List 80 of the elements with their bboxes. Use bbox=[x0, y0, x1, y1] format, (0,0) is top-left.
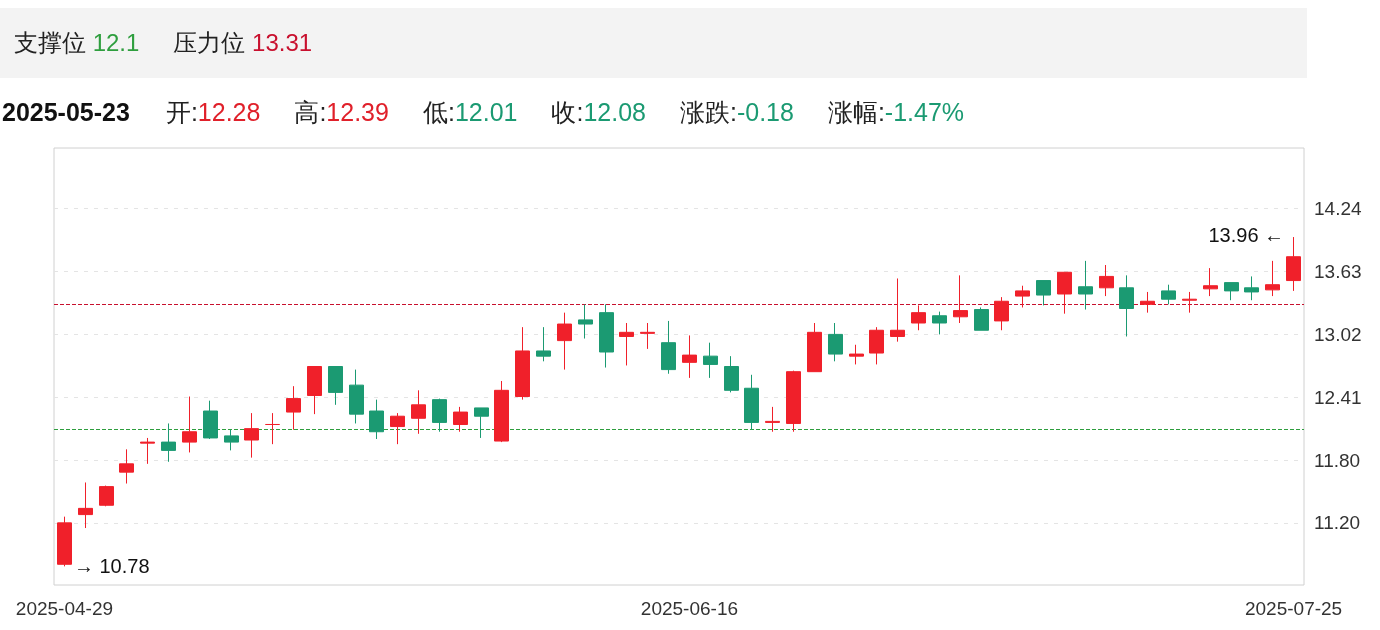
x-tick-label: 2025-04-29 bbox=[15, 598, 114, 619]
candlestick bbox=[744, 374, 759, 431]
candlestick bbox=[57, 516, 72, 567]
y-tick-label: 13.02 bbox=[1314, 323, 1362, 345]
candlestick bbox=[328, 366, 343, 406]
candlestick bbox=[578, 303, 593, 340]
candlestick bbox=[140, 437, 155, 465]
y-tick-label: 11.80 bbox=[1314, 450, 1361, 472]
candlestick bbox=[1078, 260, 1093, 311]
text: 涨幅:-1.47% bbox=[827, 97, 965, 126]
candlestick bbox=[536, 326, 551, 362]
candlestick bbox=[369, 399, 384, 440]
candlestick bbox=[161, 422, 176, 463]
candlestick bbox=[390, 412, 405, 445]
candlestick bbox=[515, 326, 530, 401]
candlestick bbox=[494, 380, 509, 443]
candlestick bbox=[953, 274, 968, 324]
candlestick bbox=[1015, 285, 1030, 308]
text: 支撑位 12.1 bbox=[14, 29, 140, 56]
x-tick-label: 2025-07-25 bbox=[1244, 598, 1343, 619]
candlestick bbox=[1244, 275, 1259, 301]
candlestick bbox=[453, 406, 468, 433]
candlestick bbox=[911, 304, 926, 331]
candlestick bbox=[99, 485, 114, 507]
candlestick bbox=[1286, 236, 1301, 292]
candlestick bbox=[994, 296, 1009, 331]
candlestick bbox=[1182, 291, 1197, 314]
candlestick bbox=[1057, 271, 1072, 315]
candlestick bbox=[1265, 260, 1280, 297]
annotation: → 10.78 bbox=[73, 555, 150, 578]
candlestick bbox=[1203, 267, 1218, 297]
annotation: 13.96 ← bbox=[1208, 224, 1285, 247]
y-tick-label: 14.24 bbox=[1314, 197, 1362, 219]
candlestick bbox=[224, 429, 239, 451]
text: 低:12.01 bbox=[422, 97, 518, 126]
candlestick bbox=[619, 322, 634, 366]
candlestick bbox=[765, 406, 780, 433]
candlestick bbox=[682, 334, 697, 379]
candlestick bbox=[1140, 291, 1155, 314]
candlestick bbox=[244, 412, 259, 459]
text: 2025-05-23 bbox=[2, 97, 130, 127]
candlestick bbox=[265, 412, 280, 445]
text: 涨跌:-0.18 bbox=[679, 97, 794, 126]
candlestick bbox=[1119, 274, 1134, 337]
x-tick-label: 2025-06-16 bbox=[640, 598, 739, 619]
candlestick bbox=[78, 481, 93, 529]
candlestick bbox=[932, 311, 947, 335]
text: 压力位 13.31 bbox=[173, 29, 313, 56]
candlestick bbox=[182, 396, 197, 453]
candlestick bbox=[640, 322, 655, 350]
candlestick bbox=[849, 344, 864, 365]
candlestick bbox=[474, 407, 489, 439]
candlestick bbox=[661, 320, 676, 375]
candlestick bbox=[411, 389, 426, 435]
candlestick bbox=[349, 369, 364, 424]
candlestick bbox=[807, 322, 822, 373]
candlestick bbox=[432, 398, 447, 433]
candlestick bbox=[703, 342, 718, 379]
candlestick bbox=[1224, 282, 1239, 301]
y-tick-label: 13.63 bbox=[1314, 260, 1362, 282]
candlestick bbox=[724, 355, 739, 393]
candlestick bbox=[307, 366, 322, 415]
text: 开:12.28 bbox=[165, 97, 261, 126]
candlestick bbox=[1099, 264, 1114, 297]
candlestick bbox=[890, 277, 905, 343]
candlestick bbox=[557, 312, 572, 371]
candlestick bbox=[203, 400, 218, 440]
candlestick bbox=[119, 448, 134, 485]
candlestick bbox=[974, 306, 989, 331]
candlestick bbox=[869, 326, 884, 365]
text: 高:12.39 bbox=[294, 97, 389, 126]
candlestick bbox=[1161, 284, 1176, 305]
y-tick-label: 12.41 bbox=[1314, 387, 1362, 409]
text: 收:12.08 bbox=[551, 97, 646, 126]
y-tick-label: 11.20 bbox=[1314, 512, 1361, 534]
candlestick bbox=[786, 370, 801, 433]
candlestick bbox=[286, 385, 301, 431]
candlestick bbox=[1036, 280, 1051, 306]
candlestick bbox=[828, 322, 843, 362]
candlestick bbox=[599, 303, 614, 369]
